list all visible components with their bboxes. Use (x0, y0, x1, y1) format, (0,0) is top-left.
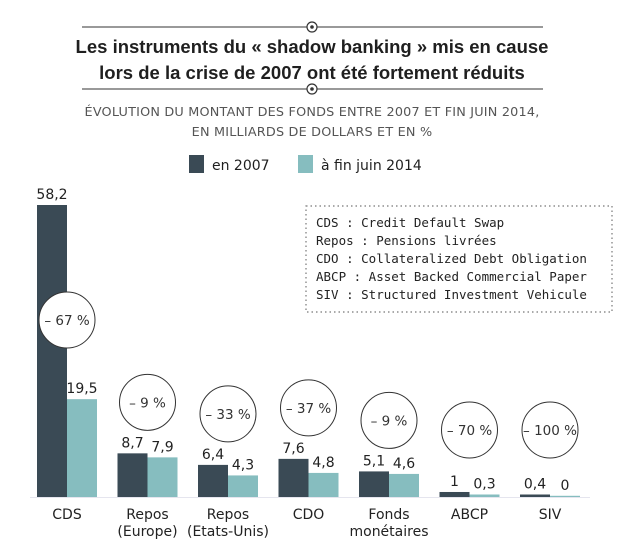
value-label: 0,4 (524, 477, 546, 493)
category-label: CDO (293, 507, 325, 523)
change-bubble (119, 373, 176, 431)
legend-swatch-2007 (189, 155, 204, 173)
change-bubble (38, 291, 96, 349)
bar-2007 (278, 458, 309, 497)
category-label: monétaires (349, 524, 428, 540)
bar-2014 (308, 472, 339, 497)
change-label: – 67 % (44, 313, 90, 329)
category-label: Repos (207, 507, 249, 523)
chart-subtitle-line-1: ÉVOLUTION DU MONTANT DES FONDS ENTRE 200… (85, 104, 540, 120)
category-label: Fonds (368, 507, 409, 523)
change-label: – 70 % (447, 423, 493, 439)
bar-2007 (37, 205, 67, 497)
change-bubble (360, 391, 418, 449)
bar-2007 (359, 471, 389, 497)
value-label: 1 (450, 474, 459, 490)
legend-label-2007: en 2007 (212, 158, 270, 174)
bar-2007 (439, 491, 470, 497)
bar-2014 (469, 494, 500, 497)
change-label: – 9 % (371, 413, 408, 429)
glossary-item: Repos : Pensions livrées (316, 233, 497, 248)
bottom-rule (82, 83, 543, 95)
bar-2007 (117, 453, 148, 497)
value-label: 4,8 (312, 455, 334, 471)
change-bubble (280, 379, 337, 437)
value-label: 7,6 (282, 441, 304, 457)
change-label: – 9 % (129, 395, 166, 411)
bar-2014 (550, 495, 580, 497)
chart-title-line-1: Les instruments du « shadow banking » mi… (76, 36, 549, 57)
value-label: 8,7 (121, 435, 143, 451)
legend-label-2014: à fin juin 2014 (321, 158, 422, 174)
glossary-item: ABCP : Asset Backed Commercial Paper (316, 269, 587, 284)
category-label: Repos (126, 507, 168, 523)
chart-subtitle-line-2: EN MILLIARDS DE DOLLARS ET EN % (192, 125, 433, 140)
category-label: SIV (539, 507, 562, 523)
value-label: 4,3 (232, 457, 254, 473)
top-rule (82, 21, 543, 33)
category-label: (Europe) (117, 524, 177, 540)
glossary-border (305, 205, 613, 313)
glossary-box: CDS : Credit Default Swap Repos : Pensio… (305, 205, 613, 313)
category-label: ABCP (451, 507, 488, 523)
legend-swatch-2014 (298, 155, 313, 173)
change-label: – 100 % (523, 423, 577, 439)
glossary-item: CDS : Credit Default Swap (316, 215, 504, 230)
bar-2007 (198, 464, 228, 497)
bar-2014 (67, 399, 97, 497)
bar-2007 (520, 494, 550, 497)
change-bubble (441, 401, 498, 459)
value-label: 6,4 (202, 447, 224, 463)
value-label: 4,6 (393, 456, 415, 472)
bar-2014 (147, 457, 178, 497)
glossary-item: SIV : Structured Investment Vehicule (316, 287, 587, 302)
bar-2014 (228, 475, 258, 497)
change-label: – 37 % (286, 401, 332, 417)
value-label: 0 (561, 478, 570, 494)
value-label: 5,1 (363, 453, 385, 469)
category-label: (Etats-Unis) (187, 524, 269, 540)
change-bubble (199, 385, 257, 443)
change-bubble (521, 401, 579, 459)
glossary-item: CDO : Collateralized Debt Obligation (316, 251, 587, 266)
change-label: – 33 % (205, 407, 251, 423)
category-label: CDS (52, 507, 82, 523)
chart-title-line-2: lors de la crise de 2007 ont été forteme… (99, 62, 525, 83)
value-label: 0,3 (473, 477, 495, 493)
bar-2014 (389, 473, 419, 497)
value-label: 19,5 (66, 381, 97, 397)
value-label: 7,9 (151, 439, 173, 455)
legend: en 2007 à fin juin 2014 (189, 155, 422, 174)
value-label: 58,2 (36, 187, 67, 203)
